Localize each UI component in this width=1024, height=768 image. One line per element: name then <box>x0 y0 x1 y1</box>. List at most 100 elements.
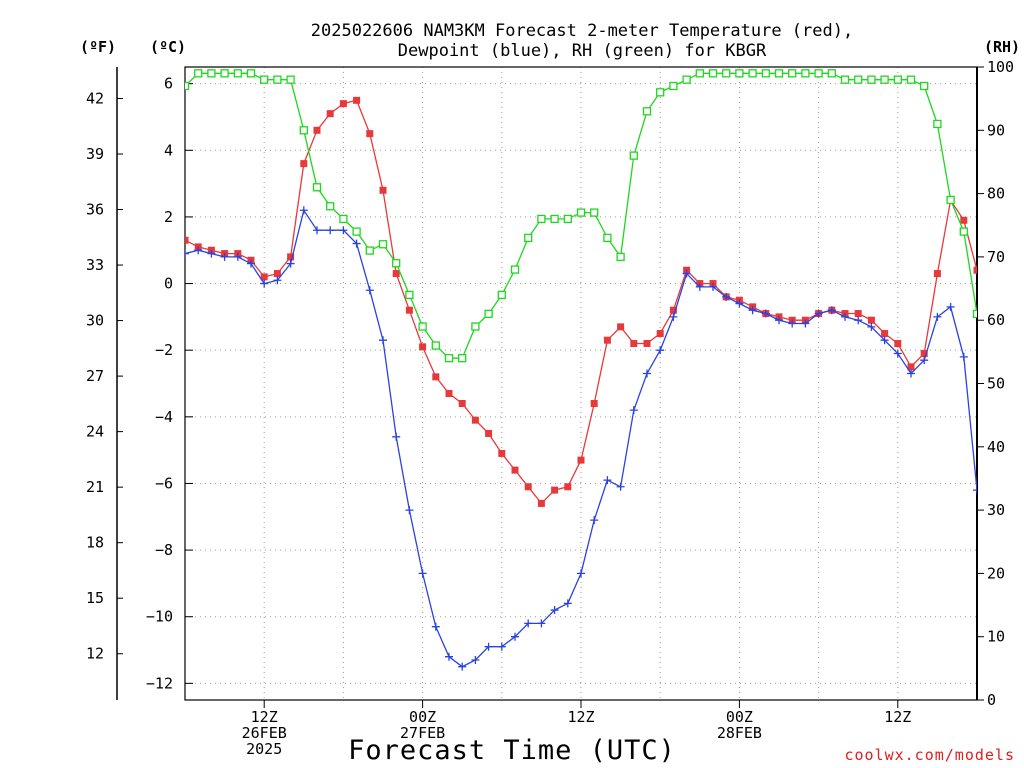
data-point <box>471 322 480 331</box>
data-point <box>445 652 453 661</box>
data-point <box>260 75 269 84</box>
celsius-tick-label: −10 <box>146 608 173 626</box>
data-point <box>405 290 414 300</box>
celsius-tick-label: 0 <box>164 275 173 293</box>
data-point <box>933 312 942 321</box>
data-point <box>185 249 189 258</box>
data-point <box>867 322 876 331</box>
data-point <box>973 486 977 495</box>
data-point <box>418 569 427 578</box>
data-point <box>840 75 850 84</box>
data-point <box>801 319 810 328</box>
celsius-tick-label: −6 <box>155 474 173 492</box>
rh-tick-label: 30 <box>987 501 1005 519</box>
data-point <box>233 69 242 78</box>
data-point <box>630 340 638 348</box>
data-point <box>471 416 479 424</box>
data-point <box>484 309 493 319</box>
data-point <box>185 236 189 244</box>
data-point <box>986 539 994 547</box>
data-point <box>775 316 783 325</box>
data-point <box>313 126 321 134</box>
data-point <box>563 599 572 608</box>
x-tick-label: 00Z <box>726 708 753 726</box>
data-point <box>207 69 216 78</box>
data-point <box>300 160 308 168</box>
chart-title-line-2: Dewpoint (blue), RH (green) for KBGR <box>398 41 767 61</box>
data-point <box>194 246 203 255</box>
x-tick-label: 28FEB <box>717 724 762 742</box>
data-point <box>273 270 281 278</box>
data-point <box>933 119 942 129</box>
data-point <box>405 506 414 515</box>
data-point <box>959 352 968 361</box>
data-point <box>669 81 678 91</box>
data-point <box>287 253 295 261</box>
fahrenheit-tick-label: 36 <box>86 201 104 219</box>
data-point <box>933 270 941 278</box>
rh-axis-unit: (RH) <box>984 38 1020 56</box>
data-point <box>722 292 731 301</box>
celsius-tick-label: 4 <box>164 141 173 159</box>
data-point <box>326 226 335 235</box>
data-point <box>959 227 968 236</box>
data-point <box>854 75 863 84</box>
data-point <box>656 330 664 338</box>
data-point <box>920 81 929 91</box>
data-point <box>511 466 519 474</box>
data-point <box>603 233 612 243</box>
data-point <box>353 96 361 104</box>
fahrenheit-tick-label: 27 <box>86 367 104 385</box>
chart-tick-labels: 6420−2−4−6−8−10−124239363330272421181512… <box>86 58 1014 758</box>
rh-tick-label: 60 <box>987 311 1005 329</box>
data-point <box>497 290 506 300</box>
data-point <box>946 302 955 311</box>
data-point <box>629 406 638 415</box>
chart-gridlines <box>185 67 977 700</box>
data-point <box>484 642 493 651</box>
fahrenheit-tick-label: 24 <box>86 423 104 441</box>
data-point <box>894 340 902 348</box>
fahrenheit-tick-label: 12 <box>86 645 104 663</box>
celsius-axis-unit: (ºC) <box>150 38 186 56</box>
data-point <box>185 81 190 91</box>
data-point <box>788 69 797 78</box>
data-point <box>419 343 427 351</box>
data-point <box>907 369 915 378</box>
rh-tick-label: 20 <box>987 564 1005 582</box>
data-point <box>642 107 652 116</box>
data-point <box>880 75 889 84</box>
data-point <box>616 482 625 491</box>
series-0 <box>185 96 977 507</box>
data-point <box>920 350 928 358</box>
data-point <box>286 75 295 84</box>
data-point <box>418 322 427 331</box>
data-point <box>563 214 572 224</box>
series-line <box>185 72 977 359</box>
data-point <box>669 312 678 321</box>
data-point <box>246 69 256 78</box>
data-point <box>972 309 977 319</box>
x-tick-label: 00Z <box>409 708 436 726</box>
data-point <box>260 279 269 288</box>
data-point <box>643 369 651 378</box>
data-point <box>445 389 453 397</box>
fahrenheit-axis-unit: (ºF) <box>80 38 116 56</box>
data-point <box>774 69 784 78</box>
data-point <box>722 69 731 78</box>
data-point <box>577 569 585 578</box>
source-credit: coolwx.com/models <box>844 746 1015 764</box>
data-point <box>339 100 347 108</box>
data-point <box>854 310 862 318</box>
data-point <box>313 226 321 235</box>
data-point <box>867 316 875 324</box>
series-1 <box>185 206 994 671</box>
fahrenheit-tick-label: 42 <box>86 89 104 107</box>
data-point <box>695 282 704 291</box>
data-point <box>537 214 546 224</box>
data-point <box>564 483 572 491</box>
rh-tick-label: 40 <box>987 438 1005 456</box>
data-point <box>603 336 611 344</box>
data-point <box>378 240 388 249</box>
